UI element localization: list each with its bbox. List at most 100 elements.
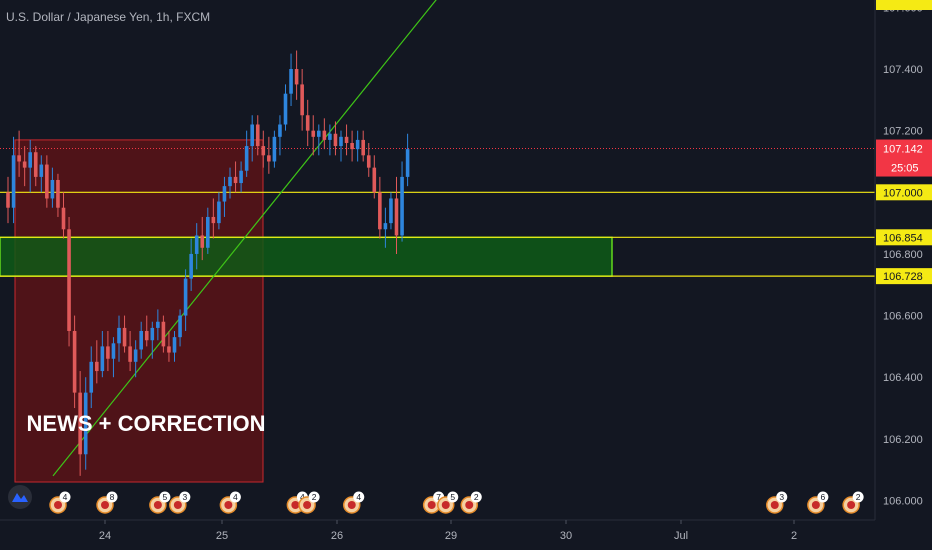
candle[interactable] xyxy=(178,315,182,338)
candle[interactable] xyxy=(39,164,44,177)
candle[interactable] xyxy=(400,176,404,236)
event-marker-dot xyxy=(291,501,300,509)
chart-title: U.S. Dollar / Japanese Yen, 1h, FXCM xyxy=(6,10,210,24)
candle[interactable] xyxy=(355,139,360,150)
candle[interactable] xyxy=(383,223,388,230)
candle[interactable] xyxy=(28,152,32,168)
event-marker-dot xyxy=(54,501,62,509)
candle[interactable] xyxy=(389,198,393,224)
level-badge xyxy=(876,184,932,201)
candle[interactable] xyxy=(350,142,354,150)
current-price-label: 107.142 xyxy=(883,144,923,156)
candle[interactable] xyxy=(89,361,94,393)
candle[interactable] xyxy=(250,124,254,147)
candle[interactable] xyxy=(289,69,293,94)
candle[interactable] xyxy=(300,84,304,116)
candle[interactable] xyxy=(267,155,271,162)
candle[interactable] xyxy=(305,115,310,131)
candle[interactable] xyxy=(78,392,82,455)
event-marker-dot xyxy=(173,501,182,509)
candle[interactable] xyxy=(111,343,116,359)
candle[interactable] xyxy=(328,133,332,140)
candle[interactable] xyxy=(6,192,10,208)
candle[interactable] xyxy=(372,167,377,193)
candle[interactable] xyxy=(133,349,138,362)
candle[interactable] xyxy=(156,321,160,328)
candle[interactable] xyxy=(311,130,316,137)
event-count: 7 xyxy=(436,492,441,502)
candle[interactable] xyxy=(117,327,121,344)
candle[interactable] xyxy=(283,93,288,125)
candle[interactable] xyxy=(366,155,371,168)
candle[interactable] xyxy=(206,216,210,248)
candle[interactable] xyxy=(333,133,338,147)
candle[interactable] xyxy=(183,278,188,316)
candle[interactable] xyxy=(150,327,155,341)
candle[interactable] xyxy=(339,136,343,147)
candle[interactable] xyxy=(211,216,216,224)
event-count-badge xyxy=(776,491,788,503)
event-count-badge xyxy=(179,491,191,503)
candle[interactable] xyxy=(45,164,49,199)
candle[interactable] xyxy=(272,136,277,162)
candle[interactable] xyxy=(233,176,238,184)
candle[interactable] xyxy=(122,327,127,347)
candle[interactable] xyxy=(106,346,110,359)
candle[interactable] xyxy=(317,130,321,137)
candle[interactable] xyxy=(128,346,132,362)
candle[interactable] xyxy=(22,161,27,168)
candle[interactable] xyxy=(50,179,55,199)
candle[interactable] xyxy=(344,136,349,143)
candle[interactable] xyxy=(189,253,193,279)
tradingview-logo-icon[interactable] xyxy=(8,485,32,509)
candle[interactable] xyxy=(278,124,282,137)
candle[interactable] xyxy=(83,392,88,455)
support-zone[interactable] xyxy=(0,236,613,277)
candle[interactable] xyxy=(139,330,143,350)
level-badge-top xyxy=(876,0,932,10)
candle[interactable] xyxy=(244,146,249,171)
candle[interactable] xyxy=(161,321,166,347)
candle[interactable] xyxy=(100,346,105,372)
x-tick-label: 30 xyxy=(560,530,572,542)
candle[interactable] xyxy=(61,207,66,230)
candle[interactable] xyxy=(228,176,232,187)
candle[interactable] xyxy=(255,124,260,147)
event-count: 5 xyxy=(163,492,168,502)
candle[interactable] xyxy=(294,69,299,85)
event-count: 2 xyxy=(856,492,861,502)
candle[interactable] xyxy=(217,201,221,224)
event-count: 4 xyxy=(63,492,68,502)
candle[interactable] xyxy=(394,198,399,236)
candle[interactable] xyxy=(322,130,327,140)
candle[interactable] xyxy=(405,149,410,177)
candle[interactable] xyxy=(239,170,243,184)
candle[interactable] xyxy=(194,235,199,254)
candle[interactable] xyxy=(67,229,71,331)
event-marker-dot xyxy=(101,501,109,509)
y-tick-label: 107.200 xyxy=(883,126,923,138)
level-badge xyxy=(876,268,932,285)
event-count: 3 xyxy=(779,492,784,502)
candle[interactable] xyxy=(72,330,77,393)
trendline[interactable] xyxy=(52,0,440,477)
candle[interactable] xyxy=(95,361,99,372)
candle[interactable] xyxy=(261,146,266,156)
y-tick-label: 106.000 xyxy=(883,496,923,508)
candle[interactable] xyxy=(200,235,205,248)
candle[interactable] xyxy=(17,155,21,162)
candle[interactable] xyxy=(33,152,38,177)
level-badge-label: 107.000 xyxy=(883,187,923,199)
event-count: 5 xyxy=(450,492,455,502)
candle[interactable] xyxy=(222,186,227,202)
candle[interactable] xyxy=(56,179,60,208)
candle[interactable] xyxy=(361,139,365,156)
candle[interactable] xyxy=(11,155,16,208)
candle[interactable] xyxy=(172,337,177,353)
x-tick-label: Jul xyxy=(674,530,688,542)
event-count: 8 xyxy=(110,492,115,502)
candle[interactable] xyxy=(167,346,171,353)
candle[interactable] xyxy=(144,330,149,341)
candle[interactable] xyxy=(378,192,382,230)
